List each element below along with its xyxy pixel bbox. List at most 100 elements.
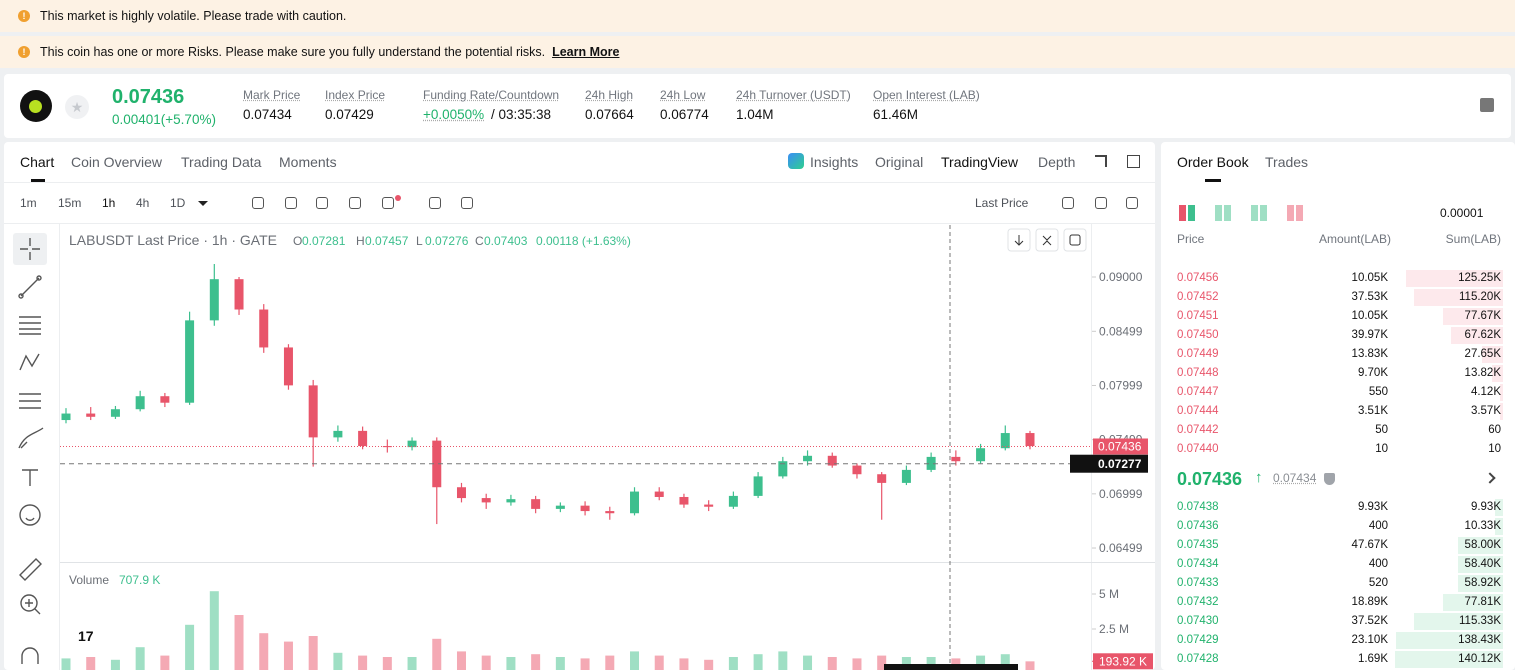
- stat-value: 61.46M: [873, 107, 919, 122]
- ob-view-icon: [1224, 205, 1231, 221]
- interval[interactable]: 1m: [20, 196, 37, 210]
- y-tick-label: 0.06499: [1099, 541, 1143, 555]
- favorite-star[interactable]: ★: [65, 95, 89, 119]
- interval[interactable]: 15m: [58, 196, 82, 210]
- risk-banner: ! This coin has one or more Risks. Please…: [0, 36, 1515, 68]
- volume-bar: [778, 651, 788, 670]
- interval[interactable]: 4h: [136, 196, 150, 210]
- y-tick-label: 0.06999: [1099, 487, 1143, 501]
- ob-amount: 23.10K: [1351, 634, 1388, 646]
- ob-amount: 9.93K: [1357, 501, 1388, 513]
- ob-tab[interactable]: Trades: [1265, 154, 1309, 170]
- candle-body: [456, 487, 466, 499]
- volume-bar: [877, 655, 887, 670]
- view-tab[interactable]: TradingView: [941, 154, 1019, 170]
- ob-price: 0.07432: [1177, 596, 1219, 608]
- volume-bar: [407, 657, 417, 670]
- candle-body: [283, 347, 293, 386]
- toolbar-icon: [382, 197, 394, 209]
- stat-label: Index Price: [325, 88, 386, 102]
- volume-tick-label: 2.5 M: [1099, 622, 1129, 636]
- volume-bar: [160, 655, 170, 670]
- candle-body: [506, 499, 516, 503]
- ob-price: 0.07436: [1177, 520, 1219, 532]
- ob-price: 0.07429: [1177, 634, 1219, 646]
- ohlc-key: C: [475, 234, 484, 248]
- candle-body: [580, 505, 590, 512]
- volume-tick-label: 5 M: [1099, 587, 1119, 601]
- ob-view-icon[interactable]: [1287, 205, 1294, 221]
- ob-price: 0.07442: [1177, 424, 1219, 436]
- tv-logo-mark: 17: [78, 628, 94, 644]
- candle-body: [704, 504, 714, 507]
- ob-sum: 77.81K: [1464, 596, 1501, 608]
- ob-sum: 125.25K: [1458, 272, 1501, 284]
- ob-sum: 58.00K: [1464, 539, 1501, 551]
- banner-text: This coin has one or more Risks. Please …: [40, 45, 546, 59]
- candle-body: [901, 469, 911, 483]
- ob-view-icon[interactable]: [1215, 205, 1222, 221]
- depth-bar: [1414, 613, 1503, 630]
- view-tab[interactable]: Insights: [810, 154, 859, 170]
- tab[interactable]: Moments: [279, 154, 337, 170]
- chart-controls[interactable]: [1007, 228, 1087, 252]
- volume-bar: [456, 651, 466, 670]
- notes-icon[interactable]: [1480, 98, 1494, 112]
- ob-price: 0.07444: [1177, 405, 1219, 417]
- ob-tab[interactable]: Order Book: [1177, 154, 1249, 170]
- ob-amount: 47.67K: [1351, 539, 1388, 551]
- tab[interactable]: Trading Data: [181, 154, 262, 170]
- candle-body: [852, 465, 862, 475]
- ob-amount: 18.89K: [1351, 596, 1388, 608]
- toolbar-icon: [285, 197, 297, 209]
- ohlc-change: 0.00118 (+1.63%): [536, 234, 631, 248]
- ob-amount: 10.05K: [1351, 272, 1388, 284]
- drawing-tools[interactable]: [13, 233, 47, 664]
- toolbar-icon: [1095, 197, 1107, 209]
- depth-bar: [1406, 270, 1503, 287]
- ob-amount: 50: [1375, 424, 1388, 436]
- ob-amount: 37.52K: [1351, 615, 1388, 627]
- depth-bar: [1450, 327, 1503, 344]
- crosshair-label: 0.07277: [1098, 457, 1142, 471]
- ob-amount: 37.53K: [1351, 291, 1388, 303]
- interval[interactable]: 1D: [170, 196, 186, 210]
- candle-body: [926, 456, 936, 470]
- crosshair-label-box: [1070, 454, 1148, 473]
- ohlc-value: 0.07281: [302, 234, 346, 248]
- depth-bar: [1495, 518, 1503, 535]
- insights-icon: [788, 153, 804, 169]
- volume-bar: [901, 657, 911, 670]
- tab[interactable]: Coin Overview: [71, 154, 163, 170]
- ob-view-icon[interactable]: [1251, 205, 1258, 221]
- volume-bar: [110, 659, 120, 670]
- tv-logo: [74, 623, 106, 649]
- volume-title: Volume: [69, 573, 109, 587]
- banner-text: This market is highly volatile. Please t…: [40, 9, 347, 23]
- candle-body: [753, 476, 763, 496]
- volume-bar: [555, 657, 565, 670]
- precision[interactable]: 0.00001: [1440, 206, 1484, 220]
- depth-bar: [1499, 384, 1503, 401]
- price-type[interactable]: Last Price: [975, 196, 1029, 210]
- candle-body: [407, 440, 417, 448]
- depth-bar: [1414, 289, 1503, 306]
- volume-bar: [630, 651, 640, 670]
- toolbar-icon: [1062, 197, 1074, 209]
- ob-price: 0.07430: [1177, 615, 1219, 627]
- countdown: / 03:35:38: [491, 107, 552, 122]
- tab[interactable]: Chart: [20, 154, 55, 170]
- candle-body: [778, 461, 788, 477]
- ob-view-icon[interactable]: [1179, 205, 1186, 221]
- learn-more-link[interactable]: Learn More: [552, 45, 620, 59]
- interval[interactable]: 1h: [102, 196, 116, 210]
- depth-bar: [1443, 308, 1503, 325]
- ob-amount: 400: [1368, 558, 1388, 570]
- volume-bar: [852, 658, 862, 670]
- view-tab[interactable]: Depth: [1038, 154, 1076, 170]
- volume-bar: [234, 615, 244, 670]
- view-tab[interactable]: Original: [875, 154, 924, 170]
- ob-view-icon: [1296, 205, 1303, 221]
- ob-amount: 3.51K: [1357, 405, 1388, 417]
- expand-icon: [1095, 155, 1107, 167]
